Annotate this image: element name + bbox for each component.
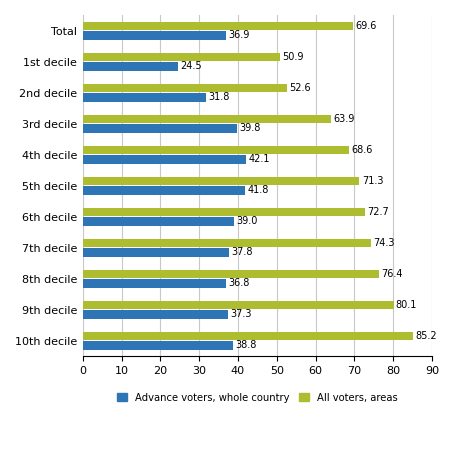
Text: 31.8: 31.8 <box>208 92 230 102</box>
Text: 69.6: 69.6 <box>355 21 376 31</box>
Bar <box>83 124 237 133</box>
Bar <box>83 84 287 92</box>
Bar <box>83 53 280 61</box>
Text: 37.8: 37.8 <box>232 247 253 257</box>
Text: 39.0: 39.0 <box>237 216 258 226</box>
Bar <box>83 332 413 340</box>
Bar <box>83 248 229 257</box>
Text: 37.3: 37.3 <box>230 309 252 319</box>
Bar <box>83 93 206 102</box>
Text: 39.8: 39.8 <box>240 123 261 133</box>
Text: 85.2: 85.2 <box>416 331 437 341</box>
Text: 68.6: 68.6 <box>351 145 373 155</box>
Bar <box>83 62 178 70</box>
Bar <box>83 341 233 350</box>
Text: 71.3: 71.3 <box>362 176 383 186</box>
Text: 52.6: 52.6 <box>289 83 311 93</box>
Text: 50.9: 50.9 <box>282 52 304 62</box>
Text: 42.1: 42.1 <box>248 154 270 164</box>
Text: 80.1: 80.1 <box>396 300 417 310</box>
Text: 36.8: 36.8 <box>228 278 249 288</box>
Bar <box>83 114 331 123</box>
Bar <box>83 21 353 30</box>
Bar <box>83 207 365 217</box>
Text: 72.7: 72.7 <box>367 207 389 217</box>
Bar <box>83 155 246 163</box>
Legend: Advance voters, whole country, All voters, areas: Advance voters, whole country, All voter… <box>113 389 402 406</box>
Text: 41.8: 41.8 <box>247 185 269 195</box>
Bar <box>83 31 226 39</box>
Bar <box>83 301 394 310</box>
Bar <box>83 177 360 185</box>
Text: 36.9: 36.9 <box>228 30 250 40</box>
Bar <box>83 146 349 154</box>
Bar <box>83 239 371 247</box>
Text: 63.9: 63.9 <box>333 114 355 124</box>
Text: 74.3: 74.3 <box>373 238 395 248</box>
Text: 24.5: 24.5 <box>180 61 202 71</box>
Bar <box>83 186 245 195</box>
Bar <box>83 270 379 278</box>
Bar <box>83 279 226 288</box>
Bar <box>83 310 227 319</box>
Bar <box>83 217 234 226</box>
Text: 76.4: 76.4 <box>381 269 403 279</box>
Text: 38.8: 38.8 <box>236 340 257 350</box>
